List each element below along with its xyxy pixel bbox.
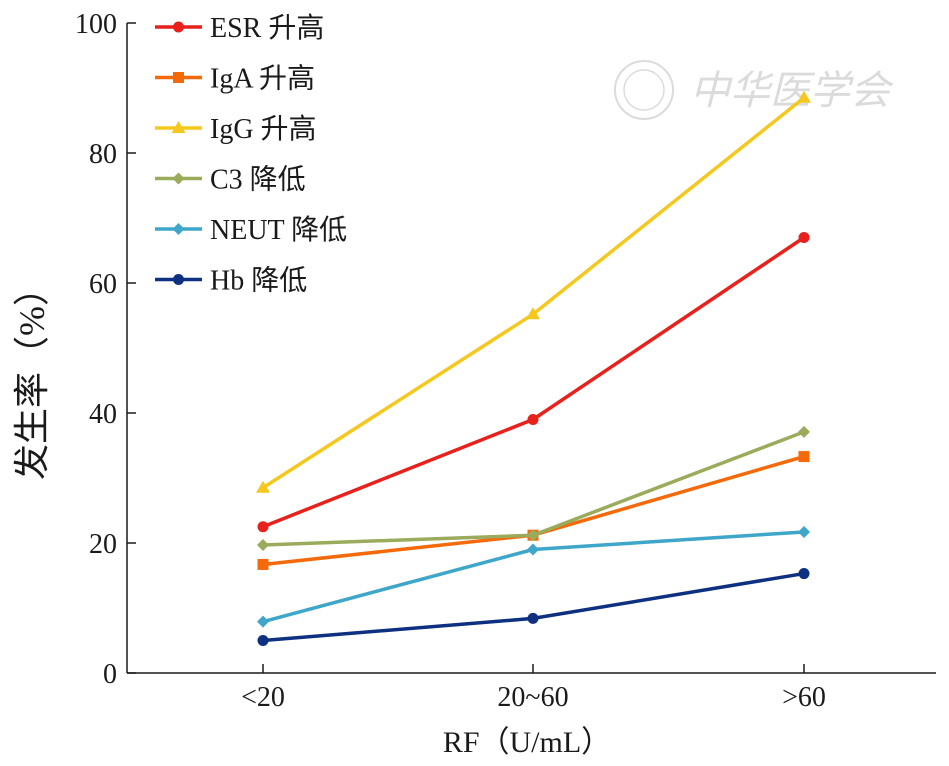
series-group [257,568,810,646]
legend-marker [172,223,185,235]
series-line [262,236,805,529]
axes: 0 20 40 60 80 100 <20 20~60 >60 [75,9,936,713]
legend-item: Hb 降低 [155,265,307,297]
legend-item: IgA 升高 [155,63,315,95]
legend-label: C3 降低 [210,164,306,196]
series-group [256,90,811,493]
y-tick-label: 0 [103,659,117,690]
watermark-seal-icon [614,60,674,120]
watermark: 中华医学会 [614,60,894,120]
legend-item: NEUT 降低 [155,214,347,246]
data-point [798,451,810,463]
y-axis-title: 发生率（%） [12,270,52,480]
legend-marker [173,72,184,83]
watermark-seal-inner-icon [623,69,665,111]
legend-item: IgG 升高 [155,113,317,145]
data-point [526,307,540,320]
data-point [257,521,269,533]
legend-label: IgA 升高 [210,63,315,95]
legend-item: C3 降低 [155,164,306,196]
y-tick-label: 20 [89,529,117,560]
legend-label: Hb 降低 [210,265,307,297]
series-group [257,425,810,551]
data-point [257,558,269,570]
legend-marker [173,21,184,33]
y-tick-label: 80 [89,139,117,170]
data-point [797,90,811,103]
data-point [527,612,539,624]
series-line [262,571,805,643]
y-tick-label: 40 [89,399,117,430]
legend-marker [171,121,186,133]
legend-label: NEUT 降低 [210,214,347,246]
data-point [527,529,539,542]
data-point [798,232,810,243]
data-point [798,568,810,580]
data-point [798,525,810,538]
data-point [798,425,810,438]
data-point [257,635,269,646]
y-tick-label: 100 [75,9,117,40]
series-layer [256,90,811,646]
y-tick-label: 60 [89,269,117,300]
legend: ESR 升高 IgA 升高 IgG 升高 C3 降低 NEUT 降低 Hb 降低 [155,12,347,297]
data-point [527,414,539,425]
data-point [257,615,269,628]
series-group [257,232,810,533]
series-group [257,525,810,628]
series-line [262,430,805,547]
x-tick-label: <20 [241,682,285,713]
legend-item: ESR 升高 [155,12,324,44]
data-point [527,543,539,556]
x-tick-label: >60 [782,682,826,713]
legend-label: IgG 升高 [210,113,317,145]
legend-marker [173,274,184,285]
x-axis-title: RF（U/mL） [443,726,611,759]
legend-marker [172,172,185,185]
data-point [256,480,270,493]
legend-label: ESR 升高 [210,12,324,44]
x-tick-label: 20~60 [497,682,568,713]
data-point [257,538,269,551]
